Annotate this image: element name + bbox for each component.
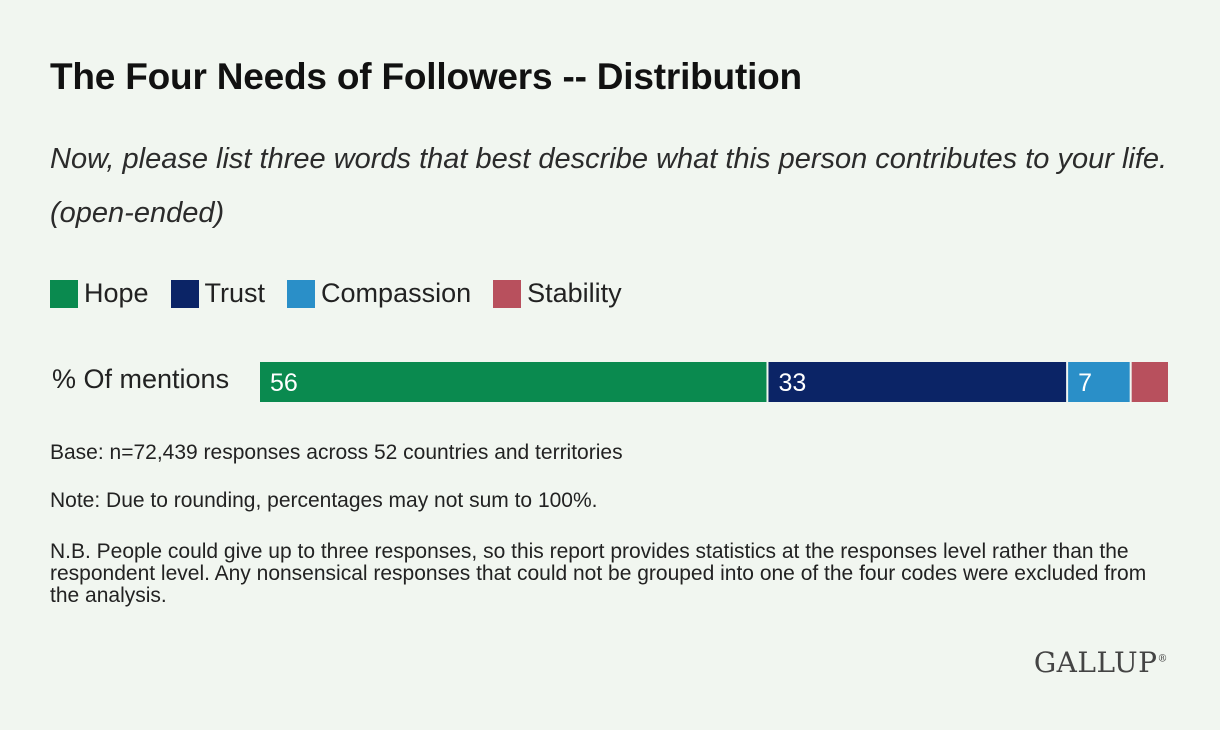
legend-swatch-hope [50,279,78,308]
legend: Hope Trust Compassion Stability [50,278,644,309]
nb-note: N.B. People could give up to three respo… [50,540,1147,607]
bar-segment-stability [1131,362,1168,402]
legend-item-stability: Stability [493,278,622,309]
bar-segment-compassion [1068,362,1130,402]
legend-item-hope: Hope [50,278,149,309]
legend-label-compassion: Compassion [321,278,472,308]
base-note: Base: n=72,439 responses across 52 count… [50,441,623,464]
chart-title: The Four Needs of Followers -- Distribut… [50,56,802,97]
bar-segment-hope [260,362,767,402]
legend-label-trust: Trust [204,278,266,308]
legend-item-compassion: Compassion [287,278,471,309]
chart-subtitle: Now, please list three words that best d… [50,143,1168,229]
legend-swatch-trust [170,279,199,308]
logo-registered-mark: ® [1157,653,1168,665]
data-label-trust: 33 [778,369,806,397]
legend-label-stability: Stability [527,278,622,308]
logo-text: GALLUP [1033,646,1158,679]
bar-row-label: % Of mentions [52,364,230,394]
data-label-hope: 56 [270,369,298,397]
legend-swatch-stability [493,279,522,308]
bar-segment-trust [768,362,1067,402]
legend-label-hope: Hope [84,278,149,308]
data-label-compassion: 7 [1078,369,1092,397]
legend-item-trust: Trust [170,278,266,309]
legend-swatch-compassion [287,279,316,308]
gallup-logo: GALLUP® [1034,646,1168,679]
rounding-note: Note: Due to rounding, percentages may n… [50,489,598,512]
